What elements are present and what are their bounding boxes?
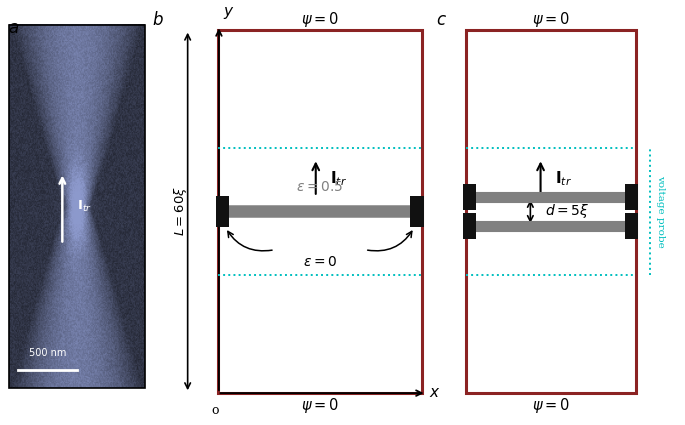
Text: a: a [8,19,18,37]
FancyArrowPatch shape [368,231,412,251]
Text: 500 nm: 500 nm [29,348,66,358]
Bar [464,213,477,239]
Text: $y$: $y$ [223,5,235,21]
Text: $d = 5\xi$: $d = 5\xi$ [545,202,589,221]
Bar [216,196,229,227]
Text: $\mathbf{I}_{tr}$: $\mathbf{I}_{tr}$ [77,199,92,214]
Text: $\epsilon = 0$: $\epsilon = 0$ [303,255,337,269]
Text: $\mathbf{I}_{tr}$: $\mathbf{I}_{tr}$ [555,169,572,188]
Text: c: c [436,11,445,28]
Text: voltage probe: voltage probe [656,175,665,248]
Text: $\psi = 0$: $\psi = 0$ [532,10,570,28]
Bar [625,184,638,210]
Bar [410,196,424,227]
Text: $\mathbf{I}_{tr}$: $\mathbf{I}_{tr}$ [330,169,347,188]
Text: $\psi = 0$: $\psi = 0$ [301,10,339,28]
Bar [464,184,477,210]
Text: b: b [152,11,162,28]
Bar [218,30,422,393]
FancyArrowPatch shape [228,231,272,251]
Bar [625,213,638,239]
Text: o: o [211,404,219,417]
Bar [466,30,636,393]
Text: $x$: $x$ [429,386,441,400]
Text: $\psi = 0$: $\psi = 0$ [301,396,339,414]
Text: $\psi = 0$: $\psi = 0$ [532,396,570,414]
Text: $\epsilon = 0.5$: $\epsilon = 0.5$ [296,180,343,194]
Text: $L = 60\xi$: $L = 60\xi$ [172,187,189,236]
